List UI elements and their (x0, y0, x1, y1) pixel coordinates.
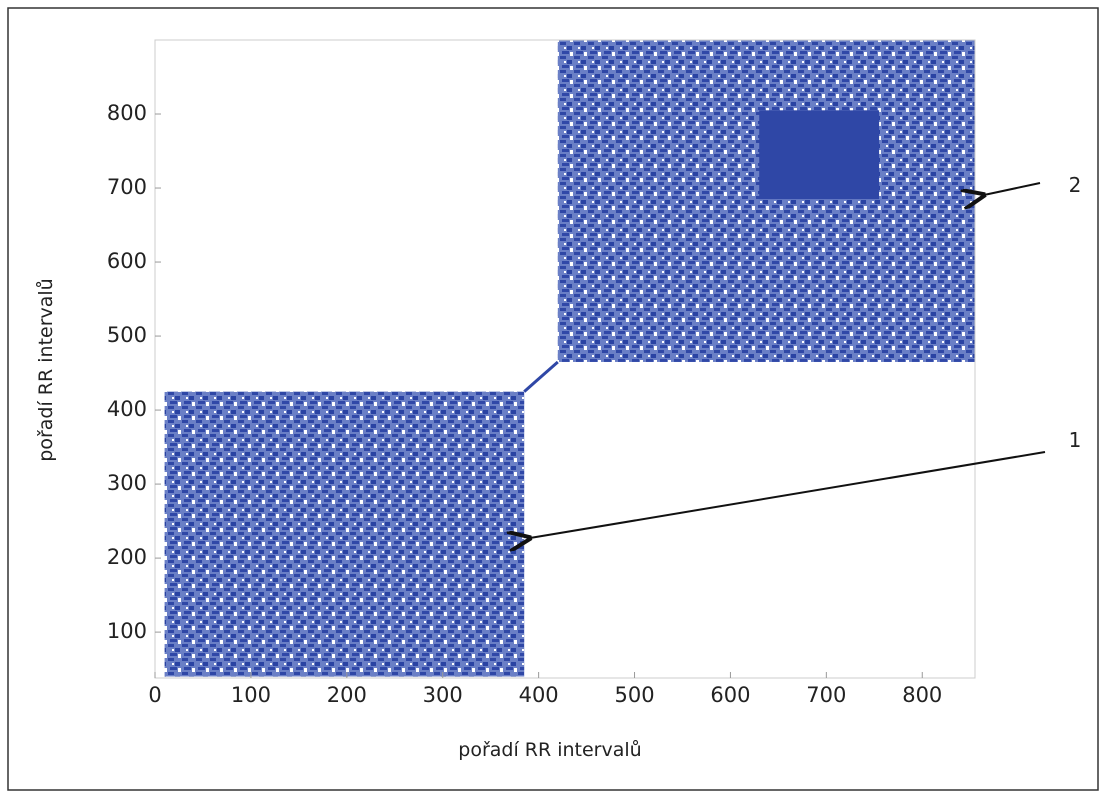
annotation: 1 (1069, 428, 1082, 452)
dense-region (759, 110, 880, 200)
y-tick-label: 500 (107, 323, 147, 347)
annotation: 2 (1069, 173, 1082, 197)
recurrence-region (557, 40, 975, 362)
x-tick-label: 200 (327, 683, 367, 707)
plot-frame (154, 39, 976, 679)
x-axis-label: pořadí RR intervalů (458, 739, 641, 761)
diagonal-segment (523, 360, 559, 393)
y-tick-label: 600 (107, 249, 147, 273)
arrow (530, 451, 1046, 538)
y-axis-label: pořadí RR intervalů (35, 278, 57, 461)
x-tick-label: 0 (148, 683, 161, 707)
recurrence-region (164, 391, 525, 677)
y-tick-label: 800 (107, 101, 147, 125)
x-tick-label: 400 (519, 683, 559, 707)
x-tick-label: 700 (806, 683, 846, 707)
y-tick-label: 100 (107, 619, 147, 643)
arrow (984, 182, 1041, 195)
y-tick-label: 700 (107, 175, 147, 199)
outer-border (7, 7, 1099, 791)
x-tick-label: 800 (902, 683, 942, 707)
plot-area (164, 40, 975, 677)
y-tick-label: 400 (107, 397, 147, 421)
x-tick-label: 300 (423, 683, 463, 707)
y-tick-label: 300 (107, 471, 147, 495)
y-tick-label: 200 (107, 545, 147, 569)
x-tick-label: 600 (710, 683, 750, 707)
x-tick-label: 100 (231, 683, 271, 707)
x-tick-label: 500 (614, 683, 654, 707)
